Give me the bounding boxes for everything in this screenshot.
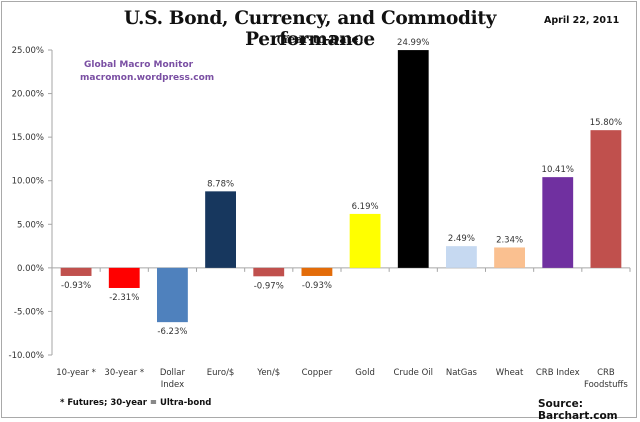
data-label: -0.93% [61,281,91,291]
x-tick-label: 10-year * [56,368,96,378]
y-tick-label: -5.00% [14,307,44,317]
x-tick-label: Wheat [496,368,524,378]
data-labels: -0.93% -2.31% -6.23% 8.78% -0.97% -0.93% 6.19%… [61,38,622,337]
bar [157,267,188,323]
data-label: 8.78% [207,179,234,189]
data-label: -0.97% [254,281,284,291]
bars [60,50,622,323]
chart-subtitle: (Year-to-Date) [276,33,364,46]
x-tick-label: Euro/$ [207,368,235,378]
bar [349,213,381,268]
data-label: 2.34% [496,235,523,245]
y-tick-labels: 25.00% 20.00% 15.00% 10.00% 5.00% 0.00% -5.00%… [9,46,44,361]
bar [253,267,285,277]
y-tick-label: 25.00% [12,46,44,56]
bar [446,246,477,268]
data-label: 24.99% [397,38,429,48]
axes [48,49,631,356]
x-tick-label: Copper [302,368,333,378]
x-tick-label: CRB [597,368,615,378]
bar [60,267,92,276]
bar [542,177,574,268]
y-tick-label: 15.00% [12,133,44,143]
chart-title: U.S. Bond, Currency, and Commodity Perfo… [123,8,497,50]
x-tick-label: Dollar [160,368,186,378]
bar [494,247,525,268]
x-tick-labels: 10-year * 30-year * Dollar Index Euro/$ Yen/$… [56,368,628,390]
x-tick-label: NatGas [446,368,478,378]
bar [590,130,622,268]
data-label: 15.80% [590,118,622,128]
x-tick-label: 30-year * [104,368,144,378]
bar [301,267,333,276]
y-tick-label: 0.00% [17,264,44,274]
data-label: -6.23% [157,327,187,337]
bar [205,191,236,268]
y-tick-label: -10.00% [9,351,44,361]
x-tick-label: Crude Oil [393,368,433,378]
x-tick-label: Gold [355,368,375,378]
y-tick-label: 20.00% [12,90,44,100]
bar [108,267,140,288]
x-tick-label: CRB Index [536,368,580,378]
x-tick-label: Yen/$ [256,368,280,378]
data-label: -0.93% [302,281,332,291]
y-tick-label: 5.00% [17,220,44,230]
x-tick-label: Index [161,380,184,390]
x-tick-label: Foodstuffs [584,380,628,390]
y-tick-label: 10.00% [12,177,44,187]
data-label: -2.31% [109,293,139,303]
data-label: 6.19% [352,202,379,212]
data-label: 2.49% [448,234,475,244]
watermark-blog-url: macromon.wordpress.com [80,73,215,83]
source-credit: Source: Barchart.com [538,398,618,422]
watermark-blog-name: Global Macro Monitor [84,60,194,70]
data-label: 10.41% [542,165,574,175]
bar [397,50,429,268]
chart-date: April 22, 2011 [544,15,620,26]
footnote: * Futures; 30-year = Ultra-bond [60,398,212,408]
